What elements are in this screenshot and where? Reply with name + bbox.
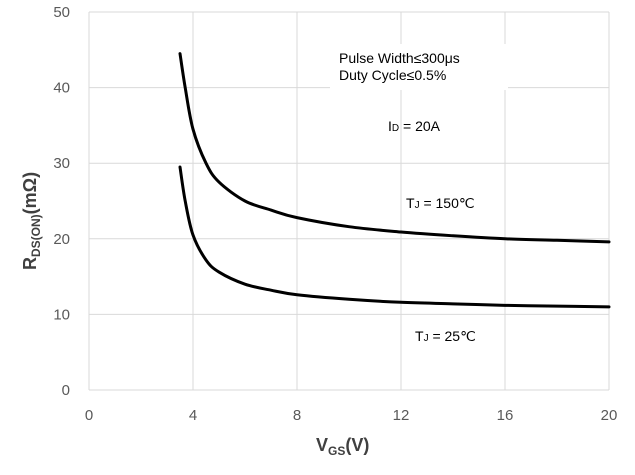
id-label: ID = 20A	[388, 118, 441, 134]
y-tick-label: 30	[53, 155, 70, 172]
x-tick-label: 8	[293, 407, 301, 424]
pulse-width-label: Pulse Width≤300μs	[339, 50, 460, 66]
y-tick-label: 40	[53, 80, 70, 97]
y-tick-label: 10	[53, 306, 70, 323]
annotation-background	[330, 44, 508, 90]
x-tick-label: 20	[601, 407, 618, 424]
x-tick-label: 4	[189, 407, 197, 424]
series-line-tj150	[178, 52, 611, 244]
x-tick-label: 12	[393, 407, 410, 424]
y-tick-labels: 0 10 20 30 40 50	[53, 4, 70, 399]
y-axis-title: RDS(ON)(mΩ)	[20, 172, 43, 270]
y-tick-label: 20	[53, 231, 70, 248]
x-tick-labels: 0 4 8 12 16 20	[85, 407, 618, 424]
series-label-tj150: TJ = 150℃	[406, 195, 475, 211]
series-line-tj25	[178, 165, 611, 309]
series-label-tj25: TJ = 25℃	[415, 328, 476, 344]
duty-cycle-label: Duty Cycle≤0.5%	[339, 67, 446, 83]
series-lines	[178, 52, 611, 309]
x-tick-label: 0	[85, 407, 93, 424]
x-axis-title: VGS(V)	[316, 435, 369, 458]
y-tick-label: 0	[62, 382, 70, 399]
x-tick-label: 16	[497, 407, 514, 424]
y-tick-label: 50	[53, 4, 70, 21]
